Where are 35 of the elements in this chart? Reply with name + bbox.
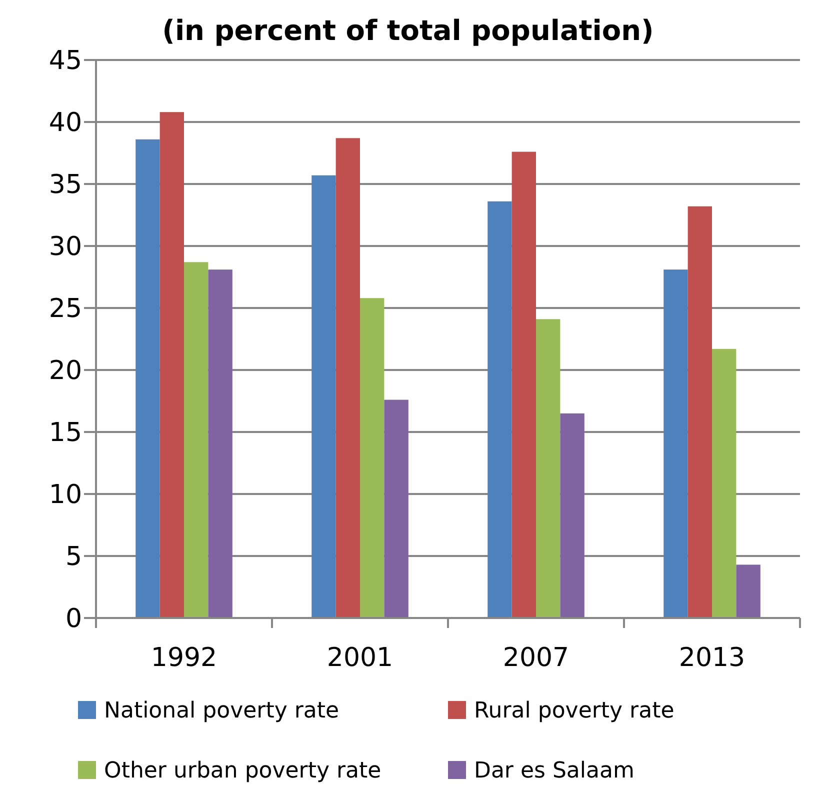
bar — [160, 112, 184, 618]
y-tick-label: 20 — [48, 356, 82, 386]
bar — [712, 348, 736, 618]
bar — [184, 262, 208, 618]
y-tick-label: 0 — [65, 604, 82, 634]
y-tick-label: 45 — [48, 46, 82, 76]
bar — [384, 400, 408, 618]
y-tick-label: 30 — [48, 232, 82, 262]
bar — [488, 201, 512, 618]
bar — [736, 564, 760, 618]
bar — [512, 152, 536, 618]
legend-label: Other urban poverty rate — [104, 758, 382, 784]
bar — [688, 206, 712, 618]
x-tick-label: 2001 — [326, 643, 394, 673]
bar — [536, 319, 560, 618]
y-tick-label: 25 — [48, 294, 82, 324]
y-tick-label: 5 — [65, 542, 82, 572]
legend-label: Rural poverty rate — [474, 698, 674, 724]
legend-label: Dar es Salaam — [474, 758, 634, 784]
y-tick-label: 40 — [48, 108, 82, 138]
y-tick-label: 10 — [48, 480, 82, 510]
x-tick-label: 2007 — [502, 643, 570, 673]
bar — [360, 298, 384, 618]
y-tick-label: 15 — [48, 418, 82, 448]
bar — [208, 270, 232, 618]
legend-label: National poverty rate — [104, 698, 340, 724]
y-tick-label: 35 — [48, 170, 82, 200]
bar — [560, 413, 584, 618]
chart-title: (in percent of total population) — [162, 14, 654, 47]
x-tick-label: 1992 — [150, 643, 218, 673]
bar — [336, 138, 360, 618]
bar — [664, 270, 688, 618]
x-tick-label: 2013 — [678, 643, 746, 673]
bar — [312, 175, 336, 618]
bar — [136, 139, 160, 618]
